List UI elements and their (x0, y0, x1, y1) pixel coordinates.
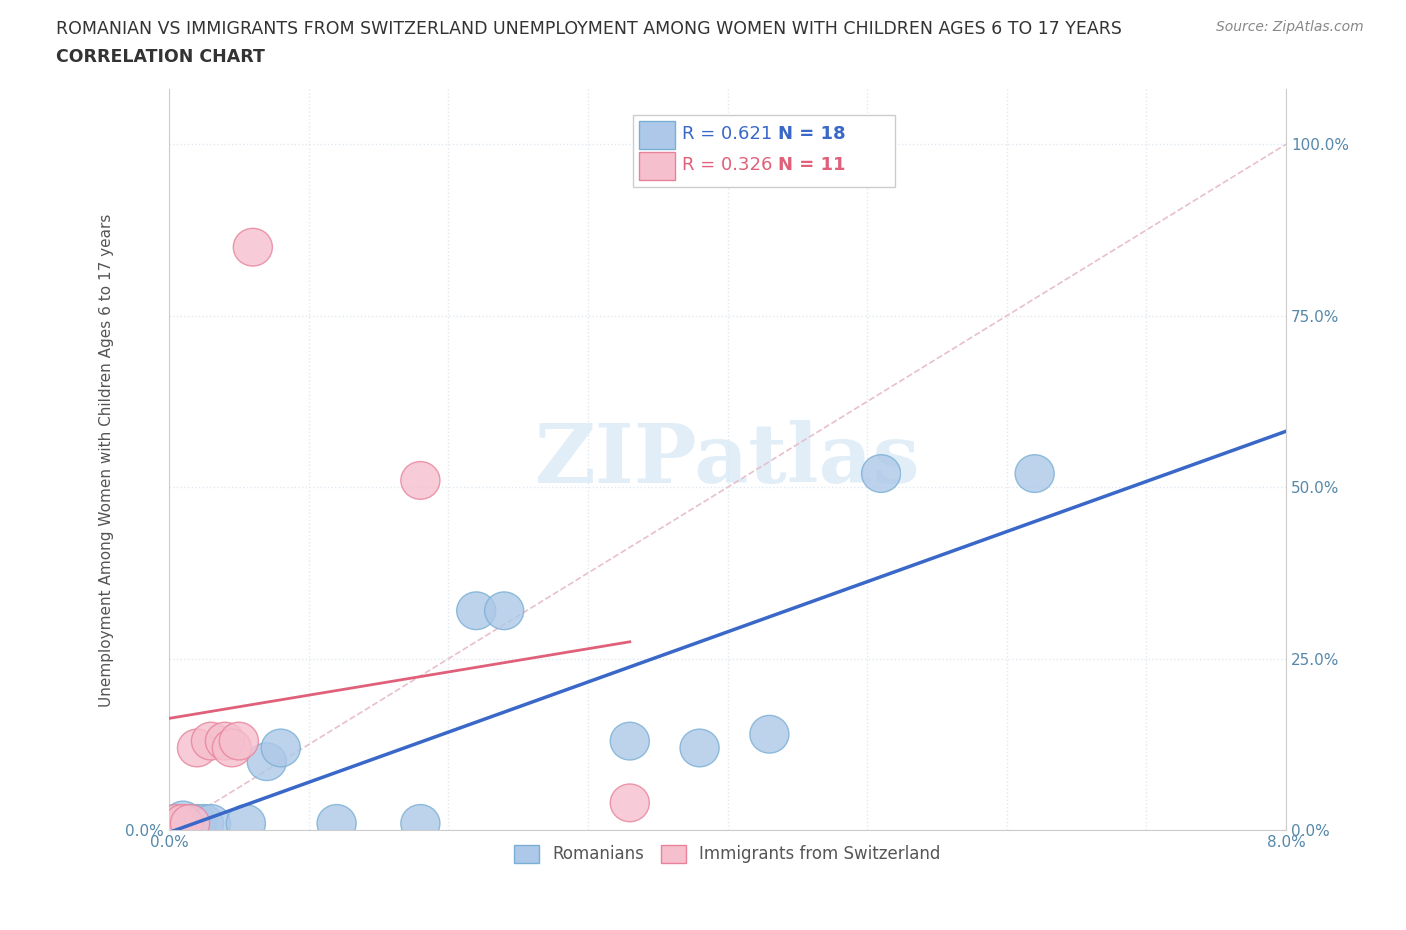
Text: R = 0.621: R = 0.621 (682, 125, 772, 143)
Ellipse shape (163, 804, 202, 843)
Text: R = 0.326: R = 0.326 (682, 156, 772, 174)
Ellipse shape (457, 591, 496, 630)
Ellipse shape (226, 804, 266, 843)
Y-axis label: Unemployment Among Women with Children Ages 6 to 17 years: Unemployment Among Women with Children A… (100, 213, 114, 707)
FancyBboxPatch shape (633, 114, 896, 187)
Text: Source: ZipAtlas.com: Source: ZipAtlas.com (1216, 20, 1364, 34)
Text: ZIPatlas: ZIPatlas (534, 419, 921, 499)
Ellipse shape (219, 723, 259, 760)
Ellipse shape (233, 229, 273, 266)
Ellipse shape (191, 723, 231, 760)
Ellipse shape (177, 804, 217, 843)
Text: N = 18: N = 18 (778, 125, 845, 143)
FancyBboxPatch shape (640, 153, 675, 179)
Ellipse shape (485, 591, 523, 630)
Ellipse shape (163, 801, 202, 839)
Ellipse shape (681, 729, 718, 767)
Ellipse shape (247, 743, 287, 780)
Ellipse shape (191, 804, 231, 843)
Ellipse shape (170, 804, 209, 843)
Ellipse shape (318, 804, 356, 843)
Ellipse shape (862, 455, 901, 492)
Ellipse shape (1015, 455, 1054, 492)
Ellipse shape (212, 729, 252, 767)
Ellipse shape (749, 715, 789, 753)
Text: N = 11: N = 11 (778, 156, 845, 174)
Ellipse shape (156, 804, 195, 843)
Ellipse shape (401, 804, 440, 843)
Text: ROMANIAN VS IMMIGRANTS FROM SWITZERLAND UNEMPLOYMENT AMONG WOMEN WITH CHILDREN A: ROMANIAN VS IMMIGRANTS FROM SWITZERLAND … (56, 20, 1122, 38)
Ellipse shape (184, 804, 224, 843)
Text: CORRELATION CHART: CORRELATION CHART (56, 48, 266, 66)
Ellipse shape (205, 723, 245, 760)
Ellipse shape (156, 804, 195, 843)
Ellipse shape (177, 729, 217, 767)
Ellipse shape (262, 729, 301, 767)
Ellipse shape (610, 723, 650, 760)
FancyBboxPatch shape (640, 121, 675, 149)
Ellipse shape (170, 804, 209, 843)
Ellipse shape (401, 461, 440, 499)
Ellipse shape (610, 784, 650, 822)
Legend: Romanians, Immigrants from Switzerland: Romanians, Immigrants from Switzerland (508, 838, 948, 870)
